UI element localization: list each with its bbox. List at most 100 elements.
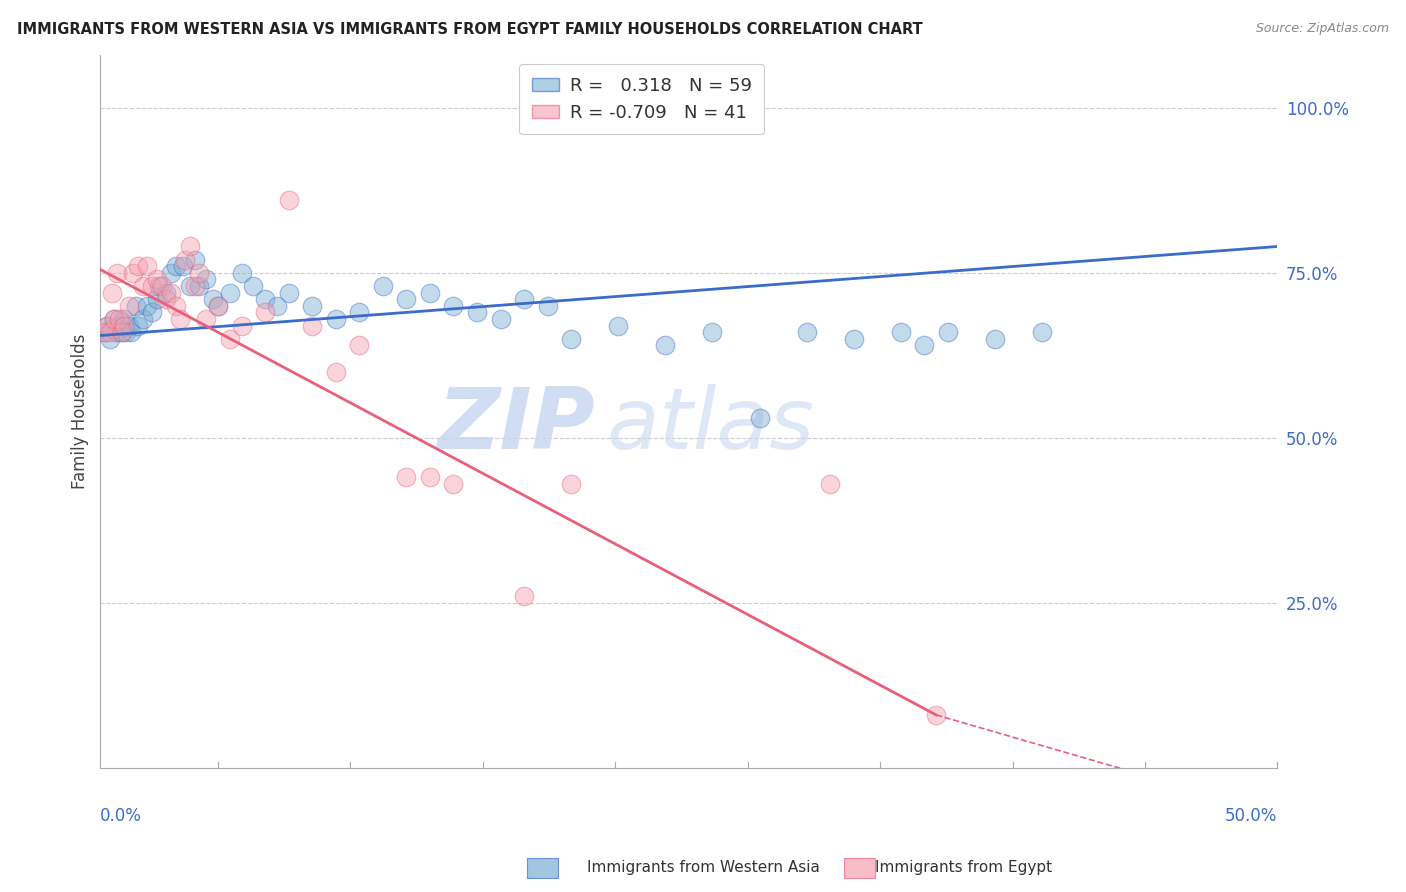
Point (124, 299, 146, 313)
Point (112, 318, 135, 333)
Point (150, 279, 173, 293)
Point (105, 325, 128, 339)
Point (105, 266, 128, 280)
Point (101, 285, 124, 300)
Point (489, 312, 512, 326)
Point (94, 325, 117, 339)
Point (148, 279, 170, 293)
Point (103, 312, 125, 326)
Point (195, 312, 218, 326)
Point (371, 279, 394, 293)
Point (183, 279, 205, 293)
Point (702, 325, 724, 339)
Text: 50.0%: 50.0% (1225, 807, 1278, 825)
Point (254, 305, 277, 319)
Point (349, 338, 371, 352)
Point (160, 285, 183, 300)
Point (607, 318, 630, 333)
Point (98, 332, 121, 346)
Point (748, 411, 770, 425)
Point (98, 325, 121, 339)
Point (110, 325, 132, 339)
Point (155, 292, 177, 306)
Point (231, 266, 253, 280)
Point (120, 325, 142, 339)
Point (188, 266, 211, 280)
Point (465, 305, 488, 319)
Point (395, 470, 418, 484)
Point (537, 299, 560, 313)
Point (818, 477, 841, 491)
Point (936, 325, 959, 339)
Point (325, 365, 347, 379)
Point (183, 252, 205, 267)
Legend: R =   0.318   N = 59, R = -0.709   N = 41: R = 0.318 N = 59, R = -0.709 N = 41 (519, 64, 765, 135)
Point (277, 194, 299, 208)
Point (301, 318, 323, 333)
Point (254, 292, 277, 306)
Point (419, 470, 441, 484)
Point (136, 299, 159, 313)
Point (890, 325, 912, 339)
Text: Source: ZipAtlas.com: Source: ZipAtlas.com (1256, 22, 1389, 36)
Point (179, 239, 201, 253)
Point (165, 260, 187, 274)
Point (266, 299, 288, 313)
Point (110, 325, 132, 339)
Point (443, 477, 465, 491)
Point (242, 279, 264, 293)
Point (325, 312, 347, 326)
Text: Immigrants from Western Asia: Immigrants from Western Asia (586, 860, 820, 874)
Point (117, 318, 139, 333)
Y-axis label: Family Households: Family Households (72, 334, 89, 489)
Point (513, 292, 536, 306)
Point (1031, 325, 1053, 339)
Point (96, 318, 118, 333)
Point (169, 312, 191, 326)
Point (560, 477, 582, 491)
Point (127, 260, 149, 274)
Point (146, 272, 169, 286)
Point (108, 312, 131, 326)
Point (172, 260, 194, 274)
Point (165, 299, 187, 313)
Point (141, 305, 163, 319)
Point (443, 299, 465, 313)
Point (419, 285, 441, 300)
Point (912, 338, 935, 352)
Point (179, 279, 201, 293)
Point (395, 292, 418, 306)
Text: IMMIGRANTS FROM WESTERN ASIA VS IMMIGRANTS FROM EGYPT FAMILY HOUSEHOLDS CORRELAT: IMMIGRANTS FROM WESTERN ASIA VS IMMIGRAN… (17, 22, 922, 37)
Point (122, 266, 145, 280)
Point (108, 318, 131, 333)
Point (174, 252, 197, 267)
Text: ZIP: ZIP (437, 384, 595, 467)
Point (202, 292, 225, 306)
Point (349, 305, 371, 319)
Point (218, 285, 240, 300)
Point (117, 299, 139, 313)
Point (132, 312, 155, 326)
Point (796, 325, 818, 339)
Point (155, 285, 177, 300)
Point (654, 338, 676, 352)
Point (160, 266, 183, 280)
Point (842, 332, 865, 346)
Point (925, 707, 948, 722)
Point (132, 279, 155, 293)
Point (513, 589, 536, 603)
Point (115, 325, 138, 339)
Point (103, 312, 125, 326)
Point (94, 325, 117, 339)
Point (207, 299, 229, 313)
Point (141, 279, 163, 293)
Text: Immigrants from Egypt: Immigrants from Egypt (875, 860, 1052, 874)
Text: atlas: atlas (606, 384, 814, 467)
Point (231, 318, 253, 333)
Point (207, 299, 229, 313)
Point (301, 299, 323, 313)
Point (218, 332, 240, 346)
Point (277, 285, 299, 300)
Point (127, 318, 149, 333)
Text: 0.0%: 0.0% (100, 807, 142, 825)
